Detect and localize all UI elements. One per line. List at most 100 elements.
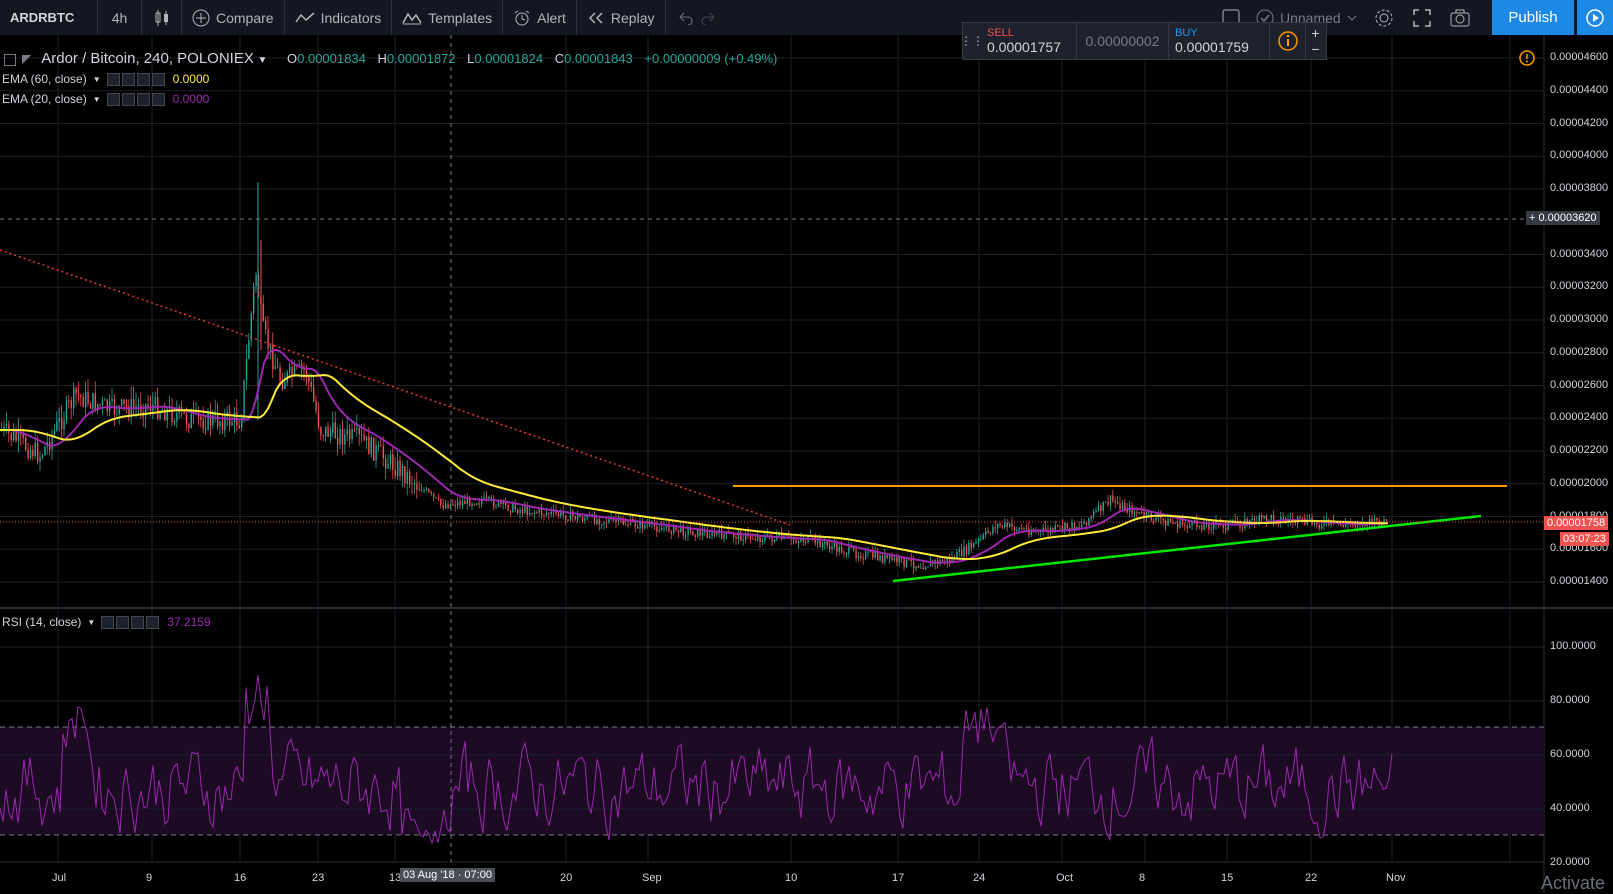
sell-button[interactable]: SELL 0.00001757 — [981, 23, 1076, 59]
rsi-axis-label: 100.0000 — [1550, 640, 1596, 652]
replay-button[interactable]: Replay — [577, 0, 666, 35]
candle-body — [200, 416, 202, 420]
settings-icon[interactable] — [116, 616, 130, 630]
candle-body — [908, 559, 910, 561]
ema60-legend[interactable]: EMA (60, close) ▼ 0.0000 — [2, 72, 209, 87]
top-toolbar: ARDRBTC 4h Compare Indicators Templates … — [0, 0, 1613, 36]
candle-body — [253, 285, 255, 314]
right-toolbar: Unnamed — [1220, 0, 1471, 35]
candle-body — [109, 400, 111, 412]
candle-body — [212, 415, 214, 425]
settings-icon[interactable] — [121, 93, 135, 107]
price-axis-label: 0.00003200 — [1550, 280, 1609, 293]
legend-flag-icon — [21, 54, 32, 65]
eye-icon[interactable] — [101, 616, 115, 630]
more-icon[interactable] — [131, 616, 145, 630]
camera-icon[interactable] — [1449, 7, 1471, 29]
settings-icon[interactable] — [121, 73, 135, 87]
eye-icon[interactable] — [106, 73, 120, 87]
candle-body — [375, 445, 377, 461]
candle-body — [819, 538, 821, 548]
remove-icon[interactable] — [151, 73, 165, 87]
candle-body — [862, 558, 864, 560]
candle-body — [464, 501, 466, 505]
warning-icon[interactable] — [1518, 49, 1536, 67]
collapse-icon[interactable] — [4, 53, 16, 66]
candle-body — [1138, 511, 1140, 514]
candle-body — [848, 546, 850, 554]
candle-body — [485, 496, 488, 498]
time-axis-label: 13 — [389, 872, 402, 884]
gear-icon[interactable] — [1373, 7, 1395, 29]
candle-body — [313, 387, 315, 402]
symbol-search[interactable]: ARDRBTC — [0, 0, 98, 35]
ema20-legend[interactable]: EMA (20, close) ▼ 0.0000 — [2, 92, 209, 107]
alert-button[interactable]: Alert — [503, 0, 577, 35]
time-axis-label: 22 — [1305, 872, 1318, 884]
price-chart[interactable] — [0, 35, 1613, 893]
candle-body — [663, 527, 665, 529]
candle-body — [380, 444, 382, 447]
compare-button[interactable]: Compare — [182, 0, 285, 35]
chart-type-button[interactable] — [142, 0, 182, 35]
candle-body — [481, 499, 483, 504]
drag-handle-icon[interactable]: ⋮⋮ — [960, 34, 984, 48]
candle-body — [277, 366, 279, 368]
rsi-legend[interactable]: RSI (14, close) ▼ 37.2159 — [2, 615, 211, 630]
high-label: H — [377, 51, 387, 66]
candle-body — [339, 428, 341, 445]
candle-body — [437, 497, 440, 500]
fullscreen-icon[interactable] — [1411, 7, 1433, 29]
redo-icon[interactable] — [700, 11, 718, 25]
price-axis-label: 0.00001400 — [1550, 575, 1609, 587]
indicators-button[interactable]: Indicators — [285, 0, 393, 35]
layout-save-button[interactable]: Unnamed — [1256, 9, 1357, 27]
crosshair-price-value: 0.00003620 — [1538, 212, 1597, 224]
qty-plus-button[interactable]: + — [1311, 25, 1320, 41]
candle-body — [596, 519, 598, 524]
candle-body — [958, 549, 960, 553]
candle-body — [1340, 524, 1342, 526]
candle-body — [25, 437, 27, 450]
time-axis-label: Jul — [52, 872, 67, 884]
candle-body — [1201, 525, 1203, 530]
candle-body — [329, 432, 332, 437]
candle-body — [737, 532, 740, 540]
interval-button[interactable]: 4h — [98, 0, 142, 35]
more-icon[interactable] — [136, 93, 150, 107]
candle-body — [673, 525, 675, 534]
remove-icon[interactable] — [146, 616, 160, 630]
more-icon[interactable] — [136, 73, 150, 87]
candle-body — [3, 426, 5, 431]
candle-body — [661, 527, 663, 531]
play-button[interactable] — [1577, 0, 1613, 35]
candle-body — [735, 537, 737, 540]
legend-chevron-icon[interactable]: ▼ — [257, 55, 268, 66]
buy-button[interactable]: BUY 0.00001759 — [1169, 23, 1269, 59]
candle-body — [1064, 523, 1066, 531]
candle-body — [586, 515, 588, 519]
candle-body — [1359, 526, 1361, 528]
undo-icon[interactable] — [676, 11, 694, 25]
candle-body — [248, 340, 250, 359]
info-button[interactable] — [1269, 23, 1305, 59]
eye-icon[interactable] — [106, 93, 120, 107]
qty-minus-button[interactable]: − — [1311, 41, 1320, 57]
remove-icon[interactable] — [151, 93, 165, 107]
candle-body — [675, 525, 677, 530]
candle-body — [855, 549, 857, 558]
candle-body — [625, 524, 627, 526]
templates-button[interactable]: Templates — [392, 0, 504, 35]
legend-title[interactable]: Ardor / Bitcoin, 240, POLONIEX — [41, 50, 254, 67]
candle-body — [497, 500, 500, 507]
candle-body — [255, 274, 257, 286]
publish-button[interactable]: Publish — [1492, 0, 1574, 35]
candle-body — [13, 432, 15, 441]
candle-body — [44, 446, 46, 456]
candle-body — [886, 555, 888, 559]
time-axis-label: 17 — [892, 872, 905, 884]
candle-body — [488, 497, 490, 499]
crosshair-plus-icon[interactable]: + — [1529, 212, 1536, 224]
open-label: O — [287, 51, 298, 66]
candle-body — [1215, 521, 1217, 525]
